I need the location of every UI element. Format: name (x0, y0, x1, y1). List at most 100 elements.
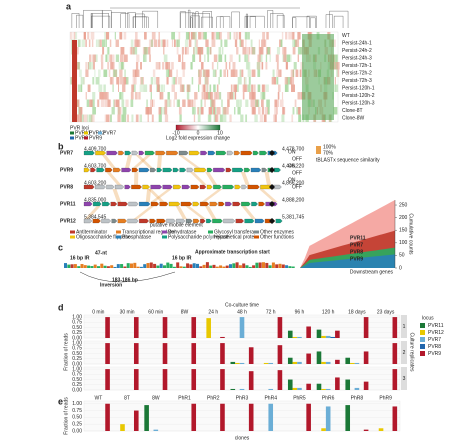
heatmap-cell (187, 84, 191, 92)
heatmap-cell (171, 39, 174, 47)
heatmap-cell (265, 54, 268, 62)
heatmap-cell (114, 32, 116, 40)
bar (191, 317, 197, 338)
bar (191, 343, 197, 364)
y-tick-label: 100 (399, 240, 408, 246)
coordinate: 4,866,200 (282, 180, 304, 186)
heatmap-cell (114, 69, 117, 77)
bar (325, 406, 331, 431)
heatmap-cell (212, 69, 217, 77)
bar (162, 317, 168, 338)
heatmap-cell (179, 77, 183, 85)
heatmap-cell (80, 77, 83, 85)
heatmap-cell (232, 84, 236, 92)
dendrogram (71, 13, 80, 28)
heatmap-cell (250, 39, 253, 47)
gene-arrow (83, 167, 90, 173)
gene-arrow (176, 218, 186, 224)
heatmap-cell (252, 47, 256, 55)
similarity-band (258, 189, 278, 202)
bar (345, 357, 351, 364)
heatmap-cell (111, 107, 115, 115)
similarity-band (240, 172, 250, 185)
sequence-logo (156, 265, 160, 268)
y-tick-label: 200 (399, 215, 408, 221)
bar (191, 403, 197, 431)
heatmap-cell (289, 54, 292, 62)
heatmap-cell (213, 114, 216, 122)
heatmap-cell (89, 99, 93, 107)
x-tick-label: PhR1 (178, 395, 191, 401)
gene-arrow (159, 201, 169, 207)
bar (263, 362, 269, 364)
dendrogram (142, 10, 158, 28)
heatmap-cell (178, 107, 182, 115)
heatmap-cell (147, 114, 149, 122)
annotation: putative mobile element (150, 222, 203, 228)
heatmap-cell (81, 77, 85, 85)
heatmap-cell (292, 107, 295, 115)
heatmap-cell (86, 114, 89, 122)
similarity-band (201, 189, 223, 202)
heatmap-cell (78, 107, 83, 115)
heatmap-cell (227, 92, 232, 100)
heatmap-cell (213, 84, 216, 92)
dendrogram (246, 15, 265, 28)
x-tick-label: PhR5 (293, 395, 306, 401)
heatmap-cell (149, 84, 152, 92)
dendrogram (244, 16, 248, 28)
sequence-logo (248, 266, 252, 268)
gene-arrow (117, 201, 128, 207)
sequence-logo (64, 263, 67, 268)
heatmap-cell (106, 54, 109, 62)
similarity-band (189, 172, 207, 185)
heatmap-cell (102, 39, 106, 47)
heatmap-cell (206, 84, 208, 92)
strip-label: 3 (403, 376, 406, 382)
legend-swatch (70, 230, 75, 234)
panel-label: d (58, 302, 64, 312)
heatmap-cell (207, 54, 210, 62)
legend-label: Oligosaccharide flippase (76, 234, 131, 240)
gene-arrow (261, 167, 268, 173)
gene-arrow (138, 167, 150, 173)
heatmap-cell (242, 84, 247, 92)
heatmap-cell (144, 47, 147, 55)
heatmap-cell (286, 54, 291, 62)
heatmap-cell (198, 32, 201, 40)
heatmap-cell (220, 92, 222, 100)
gene-arrow (121, 167, 132, 173)
row-label: Persist-120h-1 (342, 86, 375, 92)
heatmap-cell (251, 107, 255, 115)
coordinate: 4,888,200 (282, 197, 304, 203)
heatmap-cell (131, 99, 134, 107)
heatmap-cell (213, 32, 216, 40)
sequence-logo (238, 265, 242, 268)
facet-title: Co-culture time (225, 302, 259, 308)
heatmap-cell (72, 40, 77, 122)
gene-arrow (101, 218, 111, 224)
heatmap-cell (256, 62, 260, 70)
heatmap-cell (237, 107, 241, 115)
bar (392, 406, 398, 431)
heatmap-cell (236, 84, 239, 92)
strip-label: 2 (403, 350, 406, 356)
gene-arrow (232, 201, 241, 207)
heatmap-cell (188, 39, 192, 47)
similarity-band (145, 189, 152, 202)
facet-bg (83, 400, 401, 432)
sequence-logo (143, 264, 147, 268)
dendrogram (111, 12, 126, 28)
gene-arrow (206, 218, 212, 224)
similarity-band (133, 206, 155, 219)
heatmap-cell (258, 107, 261, 115)
heatmap-cell (107, 47, 110, 55)
dendrogram (276, 14, 285, 28)
y-tick-label: 0.75 (72, 320, 82, 326)
heatmap-cell (259, 114, 264, 122)
heatmap-cell (134, 92, 137, 100)
sequence-logo (202, 264, 206, 268)
heatmap-cell (249, 92, 253, 100)
heatmap-cell (260, 47, 264, 55)
sequence-logo (80, 264, 84, 268)
